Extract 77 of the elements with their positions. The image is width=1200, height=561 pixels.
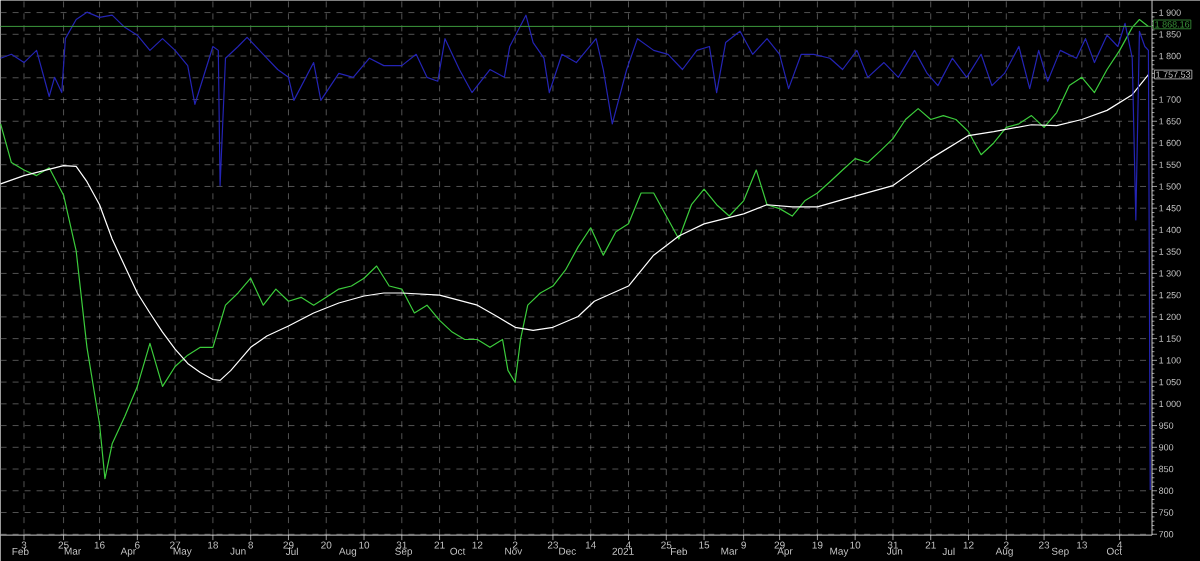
y-tick-label: 1 650 bbox=[1159, 118, 1181, 125]
x-tick-label: 8 bbox=[248, 541, 254, 549]
x-tick-label: 6 bbox=[135, 541, 140, 549]
x-tick-label: 10 bbox=[359, 541, 370, 549]
x-tick-label: 21 bbox=[434, 541, 445, 549]
x2-tick-label: May bbox=[830, 547, 849, 557]
x-tick-label: 16 bbox=[94, 541, 105, 549]
y-tick-label: 1 200 bbox=[1159, 313, 1181, 321]
y-tick-label: 1 500 bbox=[1159, 183, 1181, 190]
x-tick-label: 31 bbox=[396, 541, 407, 549]
x2-tick-label: Dec bbox=[559, 547, 576, 555]
x2-tick-label: Jun bbox=[886, 547, 903, 555]
y-tick-label: 750 bbox=[1159, 509, 1174, 516]
x-tick-label: 13 bbox=[1077, 541, 1087, 549]
y-tick-label: 1 700 bbox=[1159, 96, 1181, 103]
x-tick-label: 3 bbox=[21, 541, 27, 549]
y-tick-label: 1 900 bbox=[1159, 9, 1181, 16]
x2-tick-label: Feb bbox=[12, 547, 29, 556]
y-tick-label: 1 400 bbox=[1159, 226, 1181, 234]
annotation: 1 757.53 bbox=[1156, 71, 1191, 78]
x-tick-label: 21 bbox=[925, 541, 936, 549]
x-tick-label: 2 bbox=[1004, 541, 1009, 549]
x2-tick-label: Apr bbox=[120, 547, 136, 557]
x2-tick-label: Apr bbox=[777, 547, 793, 557]
x-tick-label: 10 bbox=[850, 541, 861, 549]
y-tick-label: 1 600 bbox=[1159, 139, 1181, 147]
y-tick-label: 1 450 bbox=[1159, 204, 1181, 212]
x-tick-label: 2 bbox=[512, 541, 518, 549]
y-tick-label: 1 550 bbox=[1159, 161, 1181, 168]
x2-tick-label: 2021 bbox=[612, 547, 634, 555]
x2-tick-label: Oct bbox=[1106, 547, 1122, 555]
x2-tick-label: Feb bbox=[671, 547, 688, 556]
y-tick-label: 1 300 bbox=[1159, 270, 1181, 277]
x-tick-label: 18 bbox=[208, 541, 219, 549]
x2-tick-label: Sep bbox=[395, 547, 413, 557]
x2-tick-label: Aug bbox=[338, 547, 357, 557]
x2-tick-label: Mar bbox=[721, 547, 738, 555]
y-tick-label: 850 bbox=[1158, 465, 1174, 473]
x-tick-label: 29 bbox=[283, 541, 294, 549]
x-tick-label: 27 bbox=[170, 541, 181, 549]
x-tick-label: 12 bbox=[472, 541, 483, 549]
y-tick-label: 800 bbox=[1158, 487, 1174, 494]
y-tick-label: 1 350 bbox=[1159, 248, 1181, 255]
y-tick-label: 1 800 bbox=[1159, 52, 1181, 60]
x2-tick-label: Mar bbox=[64, 547, 82, 555]
y-tick-label: 1 050 bbox=[1159, 378, 1181, 386]
x2-tick-label: May bbox=[173, 547, 192, 557]
x2-tick-label: Jul bbox=[942, 547, 955, 556]
x2-tick-label: Nov bbox=[505, 547, 523, 555]
x-tick-label: 20 bbox=[321, 541, 332, 549]
x-tick-label: 23 bbox=[547, 541, 559, 549]
y-tick-label: 1 000 bbox=[1159, 400, 1181, 407]
x-tick-label: 31 bbox=[887, 541, 899, 549]
x-tick-label: 12 bbox=[963, 541, 974, 549]
x2-tick-label: Aug bbox=[995, 547, 1013, 557]
x-tick-label: 19 bbox=[812, 541, 823, 549]
x-tick-label: 25 bbox=[58, 541, 69, 549]
x-tick-label: 25 bbox=[661, 541, 672, 549]
x2-tick-label: Sep bbox=[1051, 547, 1069, 557]
y-tick-label: 1 850 bbox=[1159, 31, 1181, 38]
y-tick-label: 1 150 bbox=[1159, 335, 1181, 342]
x-tick-label: 15 bbox=[699, 541, 710, 549]
y-tick-label: 950 bbox=[1159, 422, 1174, 429]
x-tick-label: 4 bbox=[1117, 541, 1123, 549]
x2-tick-label: Jun bbox=[230, 547, 246, 555]
ref-line-label: 1 868.16 bbox=[1155, 21, 1190, 28]
y-tick-label: 1 100 bbox=[1159, 357, 1181, 364]
x2-tick-label: Oct bbox=[450, 547, 466, 555]
y-tick-label: 700 bbox=[1159, 531, 1174, 538]
x-tick-label: 4 bbox=[625, 541, 631, 549]
x-tick-label: 9 bbox=[741, 541, 746, 549]
y-tick-label: 1 250 bbox=[1159, 291, 1181, 299]
x2-tick-label: Jul bbox=[285, 547, 298, 556]
x-tick-label: 14 bbox=[585, 541, 596, 549]
x-tick-label: 23 bbox=[1039, 541, 1050, 549]
y-tick-label: 900 bbox=[1159, 444, 1174, 451]
x-tick-label: 29 bbox=[774, 541, 785, 549]
